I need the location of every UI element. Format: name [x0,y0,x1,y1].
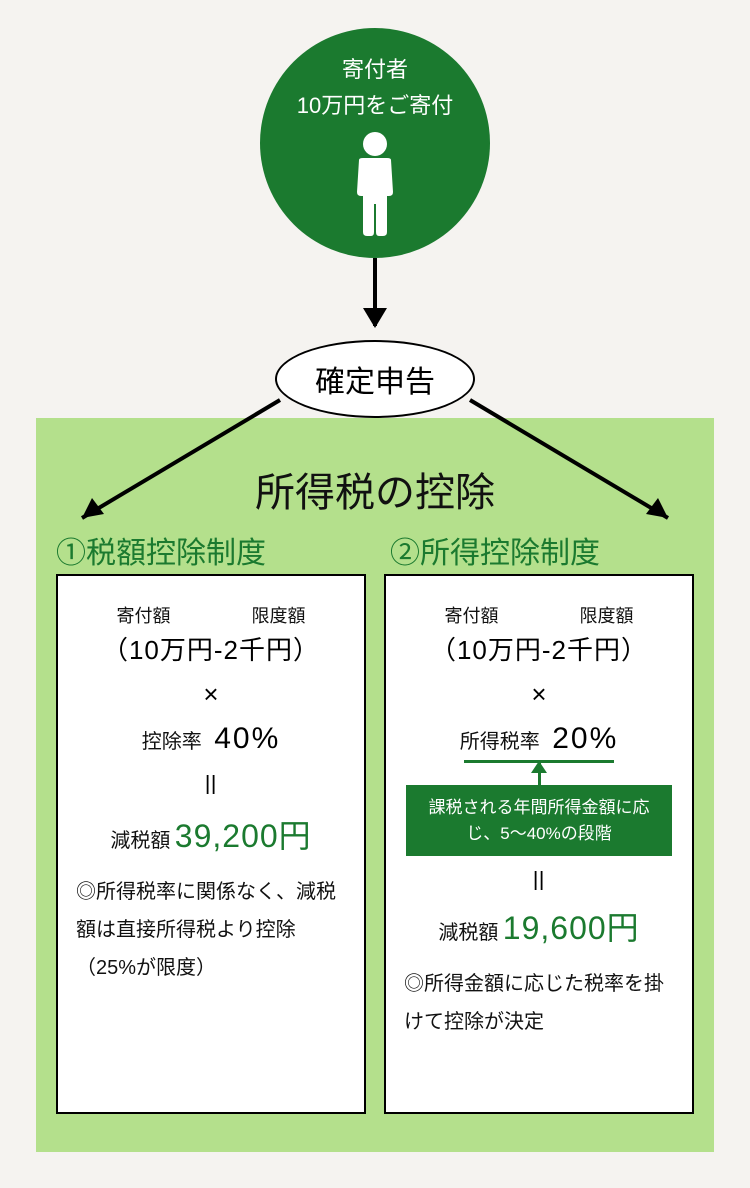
option1-labels: 寄付額 限度額 [76,602,346,628]
option1-limit-label: 限度額 [252,602,306,628]
option1-title: ①税額控除制度 [56,528,266,572]
donor-circle: 寄付者 10万円をご寄付 [260,28,490,258]
option1-equals: ＝ [193,650,230,920]
option2-donation-label: 寄付額 [445,602,499,628]
person-icon [345,130,405,240]
option2-paren: （10万円-2千円） [404,630,674,667]
ellipse-label: 確定申告 [315,357,435,401]
option2-title: ②所得控除制度 [390,528,600,572]
option2-box: 寄付額 限度額 （10万円-2千円） × 所得税率 20% 課税される年間所得金… [384,574,694,1114]
option2-equals: ＝ [521,746,558,1016]
option2-result-label: 減税額 [438,922,498,944]
option2-rate-value: 20% [552,722,618,755]
section-title: 所得税の控除 [0,460,750,518]
tax-filing-ellipse: 確定申告 [275,340,475,418]
option1-result-label: 減税額 [110,830,170,852]
option1-donation-label: 寄付額 [117,602,171,628]
option2-times: × [404,679,674,710]
donor-line1: 寄付者 [342,52,408,84]
option2-labels: 寄付額 限度額 [404,602,674,628]
option2-limit-label: 限度額 [580,602,634,628]
donor-line2: 10万円をご寄付 [297,88,453,120]
option1-box: 寄付額 限度額 （10万円-2千円） × 控除率 40% ＝ 減税額 39,20… [56,574,366,1114]
arrow-down-icon [373,258,377,326]
